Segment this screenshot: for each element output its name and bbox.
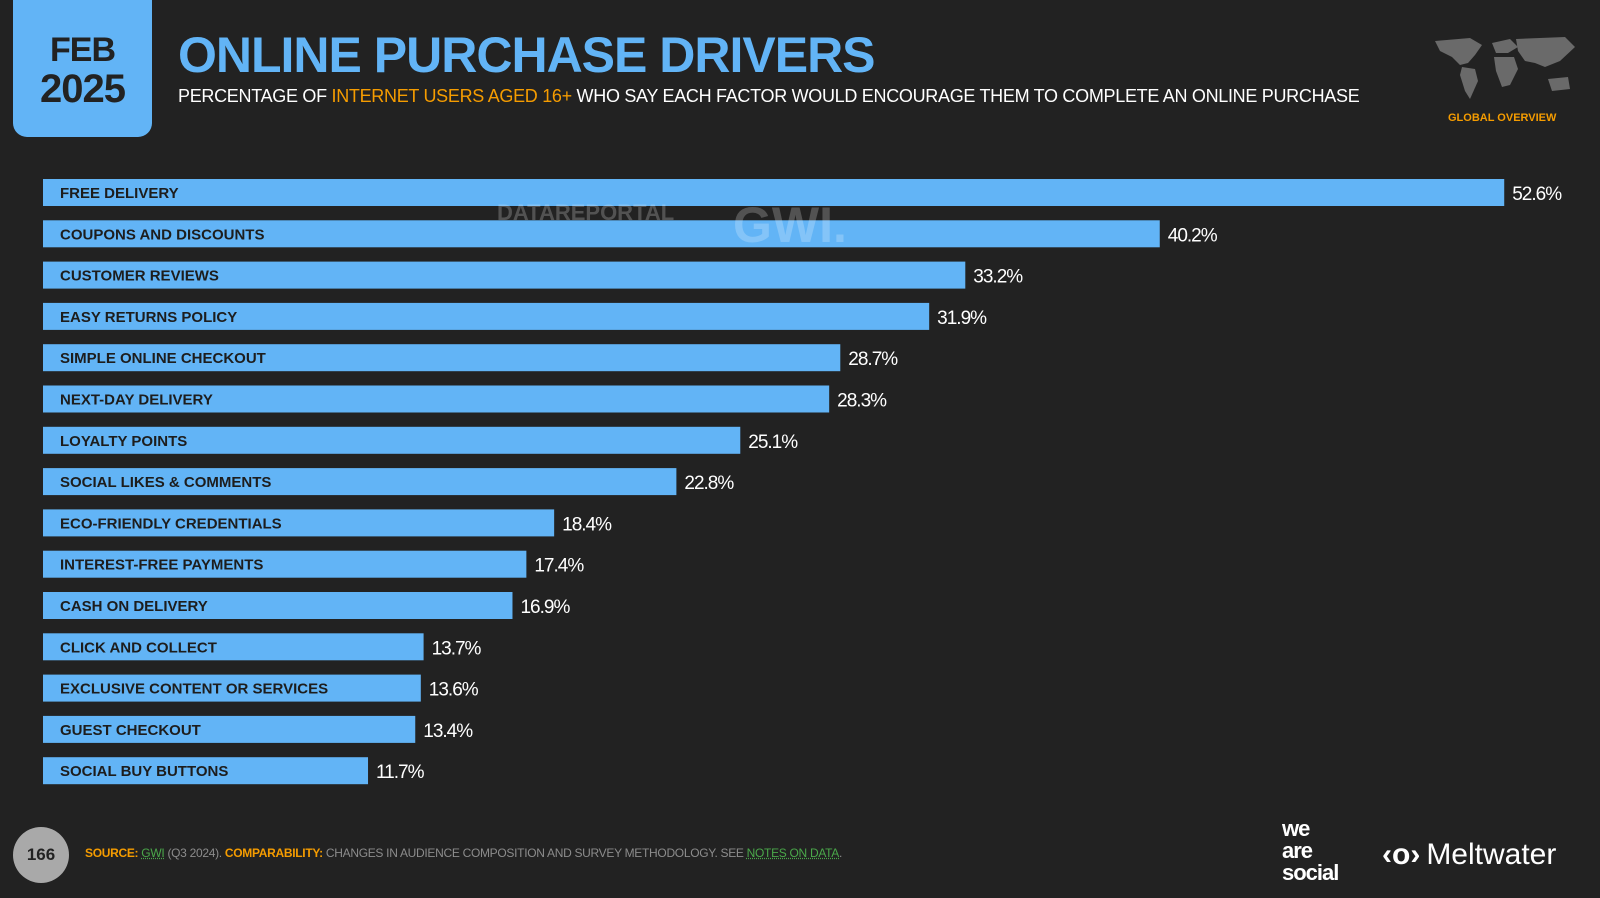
bar-value-label: 40.2% <box>1168 225 1218 246</box>
bar-value-label: 17.4% <box>534 556 584 577</box>
bar-value-label: 13.4% <box>423 721 473 742</box>
page-title: ONLINE PURCHASE DRIVERS <box>178 27 876 83</box>
bar-category-label: NEXT-DAY DELIVERY <box>60 392 213 409</box>
bar-value-label: 28.3% <box>837 391 887 412</box>
logo-line: are <box>1282 838 1313 863</box>
meltwater-logo: ‹o› Meltwater <box>1382 838 1556 872</box>
page-number: 166 <box>13 827 69 883</box>
comparability-label: COMPARABILITY: <box>224 846 323 860</box>
page-subtitle: PERCENTAGE OF INTERNET USERS AGED 16+ WH… <box>178 86 1360 107</box>
footer-end: . <box>839 846 843 860</box>
date-month: FEB <box>50 31 116 69</box>
bar-category-label: SOCIAL LIKES & COMMENTS <box>60 474 271 491</box>
bar <box>43 220 1160 248</box>
bar-value-label: 18.4% <box>562 514 612 535</box>
bar <box>43 179 1505 206</box>
bar-value-label: 16.9% <box>520 597 570 618</box>
bar-category-label: FREE DELIVERY <box>60 185 179 202</box>
bar-category-label: ECO-FRIENDLY CREDENTIALS <box>60 515 282 532</box>
bar-value-label: 33.2% <box>973 267 1023 288</box>
bar-category-label: SIMPLE ONLINE CHECKOUT <box>60 350 266 367</box>
bar <box>43 426 741 454</box>
bar <box>43 715 416 743</box>
bar-value-label: 13.7% <box>432 638 482 659</box>
bar-category-label: INTEREST-FREE PAYMENTS <box>60 557 263 574</box>
date-year: 2025 <box>40 67 126 111</box>
bar-value-label: 22.8% <box>684 473 734 494</box>
bar <box>43 633 424 661</box>
subtitle-text-end: WHO SAY EACH FACTOR WOULD ENCOURAGE THEM… <box>571 86 1360 106</box>
bar-value-label: 11.7% <box>376 762 425 783</box>
bar-value-label: 28.7% <box>848 349 898 370</box>
source-footer: SOURCE: GWI (Q3 2024). COMPARABILITY: CH… <box>85 846 842 860</box>
source-date: (Q3 2024). <box>164 846 225 860</box>
bar-category-label: COUPONS AND DISCOUNTS <box>60 226 264 243</box>
bar <box>43 674 421 702</box>
gwi-watermark: GWI. <box>733 197 847 253</box>
bar-category-label: SOCIAL BUY BUTTONS <box>60 763 228 780</box>
datareportal-watermark: DATAREPORTAL <box>497 200 675 225</box>
logo-line: we <box>1282 816 1310 841</box>
bar <box>43 592 513 619</box>
world-map-icon <box>1435 37 1575 99</box>
source-label: SOURCE: <box>85 846 139 860</box>
comparability-text: CHANGES IN AUDIENCE COMPOSITION AND SURV… <box>322 846 747 860</box>
bar <box>43 509 555 537</box>
bar <box>43 302 930 330</box>
bar-category-label: CLICK AND COLLECT <box>60 639 217 656</box>
bar-category-label: EXCLUSIVE CONTENT OR SERVICES <box>60 681 328 698</box>
source-link[interactable]: GWI <box>141 846 165 860</box>
bar <box>43 261 966 289</box>
bar-category-label: CASH ON DELIVERY <box>60 598 208 615</box>
bar-category-label: LOYALTY POINTS <box>60 433 187 450</box>
meltwater-wordmark: Meltwater <box>1426 838 1557 871</box>
date-badge: FEB 2025 <box>13 0 152 137</box>
region-label: GLOBAL OVERVIEW <box>1448 112 1557 124</box>
logo-line: social <box>1282 860 1339 885</box>
bar-value-label: 25.1% <box>748 432 798 453</box>
we-are-social-logo: we are social <box>1282 816 1339 885</box>
notes-on-data-link[interactable]: NOTES ON DATA <box>746 846 840 860</box>
meltwater-mark-icon: ‹o› <box>1382 838 1421 871</box>
bar-value-label: 52.6% <box>1512 184 1562 205</box>
bar-category-label: CUSTOMER REVIEWS <box>60 268 219 285</box>
bar <box>43 468 677 496</box>
bar-value-label: 13.6% <box>429 680 479 701</box>
subtitle-highlight: INTERNET USERS AGED 16+ <box>331 86 573 106</box>
bar <box>43 344 841 372</box>
bar <box>43 385 830 413</box>
bar-category-label: EASY RETURNS POLICY <box>60 309 237 326</box>
bar-value-label: 31.9% <box>937 308 987 329</box>
bar <box>43 757 369 785</box>
bar-category-label: GUEST CHECKOUT <box>60 722 201 739</box>
subtitle-text: PERCENTAGE OF <box>178 86 332 106</box>
bar <box>43 550 527 578</box>
